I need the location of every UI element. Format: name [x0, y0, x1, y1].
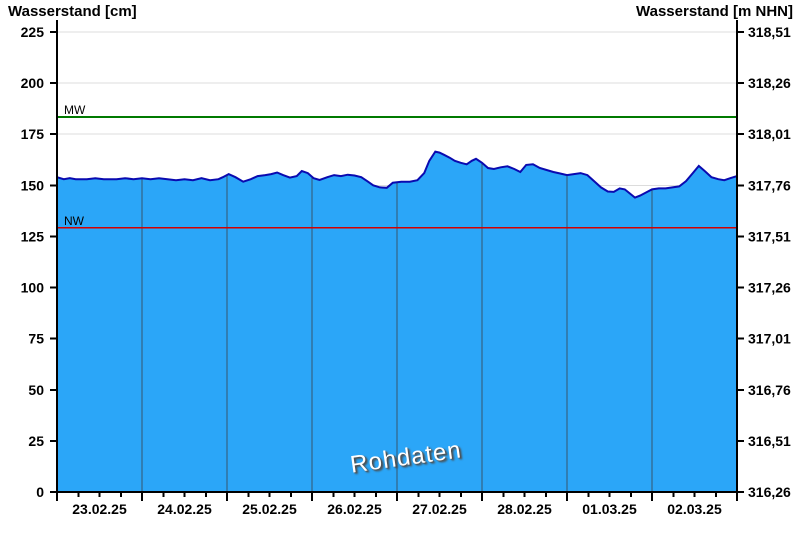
svg-text:01.03.25: 01.03.25 — [582, 501, 637, 517]
svg-text:23.02.25: 23.02.25 — [72, 501, 127, 517]
svg-text:225: 225 — [21, 24, 45, 40]
svg-text:316,26: 316,26 — [748, 484, 791, 500]
svg-text:318,51: 318,51 — [748, 24, 791, 40]
svg-text:175: 175 — [21, 126, 45, 142]
svg-text:317,76: 317,76 — [748, 177, 791, 193]
svg-text:317,51: 317,51 — [748, 228, 791, 244]
svg-text:317,26: 317,26 — [748, 280, 791, 296]
svg-text:25.02.25: 25.02.25 — [242, 501, 297, 517]
right-axis-title: Wasserstand [m NHN] — [636, 3, 793, 20]
svg-text:50: 50 — [28, 382, 44, 398]
svg-text:318,01: 318,01 — [748, 126, 791, 142]
svg-text:28.02.25: 28.02.25 — [497, 501, 552, 517]
svg-text:27.02.25: 27.02.25 — [412, 501, 467, 517]
svg-text:25: 25 — [28, 433, 44, 449]
svg-text:02.03.25: 02.03.25 — [667, 501, 722, 517]
svg-text:316,76: 316,76 — [748, 382, 791, 398]
svg-text:100: 100 — [21, 280, 45, 296]
svg-text:317,01: 317,01 — [748, 331, 791, 347]
svg-text:MW: MW — [64, 103, 86, 117]
svg-text:75: 75 — [28, 331, 44, 347]
svg-text:200: 200 — [21, 75, 45, 91]
svg-text:316,51: 316,51 — [748, 433, 791, 449]
svg-text:125: 125 — [21, 228, 45, 244]
svg-text:26.02.25: 26.02.25 — [327, 501, 382, 517]
svg-text:0: 0 — [36, 484, 44, 500]
svg-text:24.02.25: 24.02.25 — [157, 501, 212, 517]
left-axis-title: Wasserstand [cm] — [8, 3, 137, 20]
svg-text:318,26: 318,26 — [748, 75, 791, 91]
svg-text:NW: NW — [64, 214, 85, 228]
svg-text:150: 150 — [21, 177, 45, 193]
